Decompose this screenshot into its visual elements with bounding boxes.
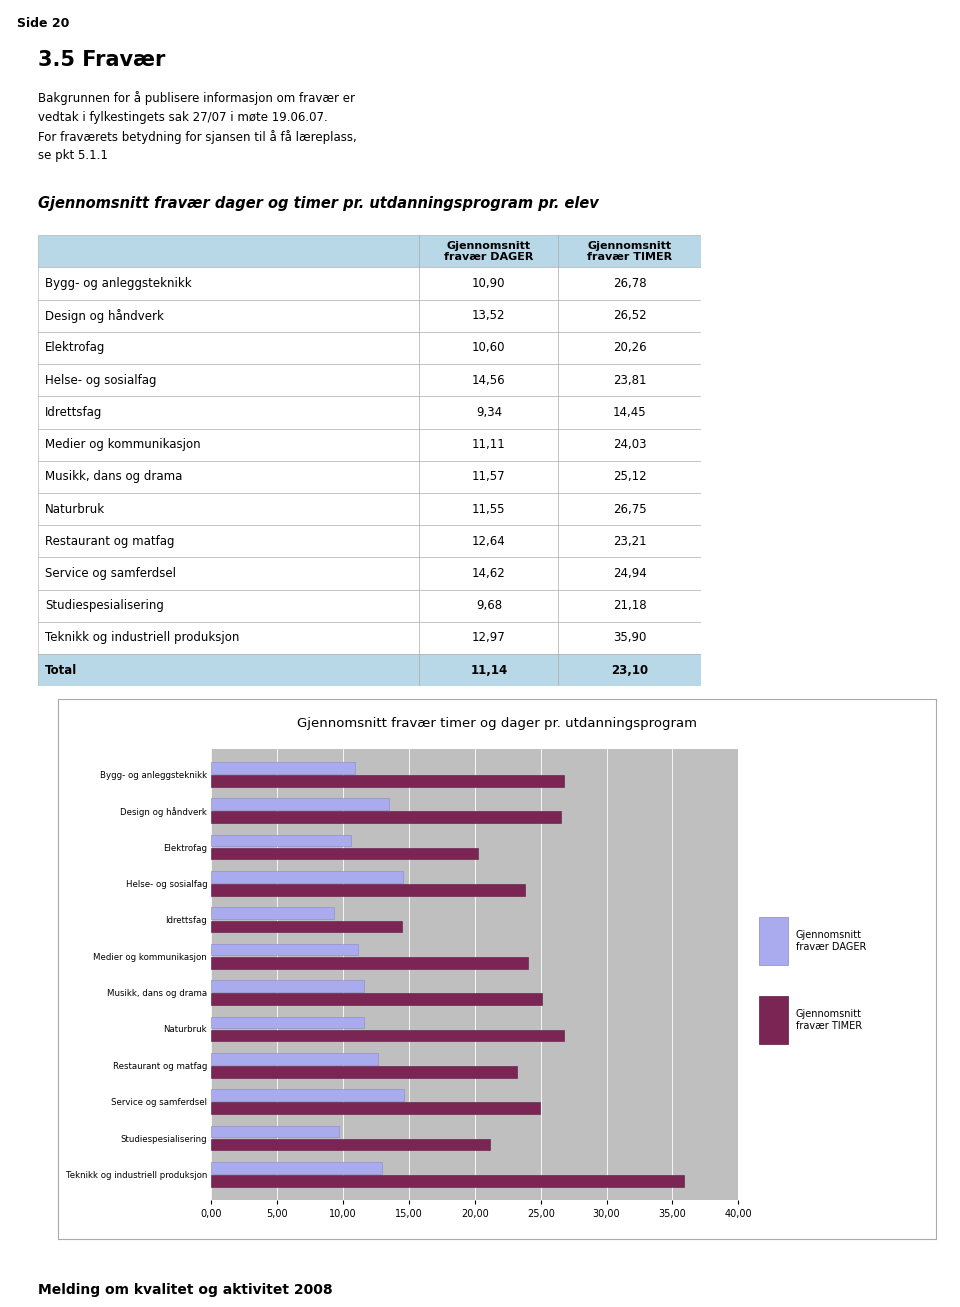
Bar bbox=[211, 848, 478, 860]
Text: Melding om kvalitet og aktivitet 2008: Melding om kvalitet og aktivitet 2008 bbox=[38, 1283, 333, 1297]
Text: 9,34: 9,34 bbox=[476, 406, 502, 420]
Text: Elektrofag: Elektrofag bbox=[45, 341, 106, 354]
Text: 14,56: 14,56 bbox=[472, 374, 506, 387]
Text: 35,90: 35,90 bbox=[612, 631, 646, 644]
Text: 11,55: 11,55 bbox=[472, 502, 506, 515]
Bar bbox=[211, 1067, 517, 1078]
Bar bbox=[211, 1175, 684, 1187]
Bar bbox=[38, 654, 701, 686]
Bar bbox=[211, 1053, 378, 1064]
Bar bbox=[211, 993, 542, 1005]
Text: Bakgrunnen for å publisere informasjon om fravær er
vedtak i fylkestingets sak 2: Bakgrunnen for å publisere informasjon o… bbox=[38, 91, 357, 162]
Bar bbox=[211, 1125, 339, 1137]
Bar bbox=[211, 812, 561, 823]
Bar bbox=[38, 235, 701, 268]
Bar bbox=[759, 996, 788, 1044]
Text: Side 20: Side 20 bbox=[17, 17, 70, 30]
Text: 11,57: 11,57 bbox=[472, 471, 506, 484]
Text: 12,97: 12,97 bbox=[472, 631, 506, 644]
Text: 11,11: 11,11 bbox=[472, 438, 506, 451]
Bar bbox=[211, 920, 401, 932]
Bar bbox=[211, 835, 351, 847]
Bar bbox=[38, 396, 701, 429]
Text: 21,18: 21,18 bbox=[612, 599, 646, 612]
Text: Bygg- og anleggsteknikk: Bygg- og anleggsteknikk bbox=[45, 277, 192, 290]
Bar bbox=[211, 799, 390, 810]
Text: Service og samferdsel: Service og samferdsel bbox=[45, 567, 176, 580]
Text: 26,75: 26,75 bbox=[612, 502, 646, 515]
Text: Teknikk og industriell produksjon: Teknikk og industriell produksjon bbox=[45, 631, 239, 644]
Text: 10,60: 10,60 bbox=[472, 341, 506, 354]
Text: 23,10: 23,10 bbox=[611, 664, 648, 677]
Bar bbox=[211, 870, 403, 882]
Bar bbox=[38, 622, 701, 654]
Bar bbox=[38, 461, 701, 493]
Bar bbox=[38, 365, 701, 396]
Text: 14,62: 14,62 bbox=[472, 567, 506, 580]
Text: Naturbruk: Naturbruk bbox=[45, 502, 106, 515]
Text: 23,81: 23,81 bbox=[612, 374, 646, 387]
Text: 13,52: 13,52 bbox=[472, 310, 506, 323]
Text: 25,12: 25,12 bbox=[612, 471, 646, 484]
Text: Helse- og sosialfag: Helse- og sosialfag bbox=[45, 374, 156, 387]
Bar bbox=[211, 1162, 382, 1174]
Text: 3.5 Fravær: 3.5 Fravær bbox=[38, 50, 166, 69]
Text: Gjennomsnitt
fravær TIMER: Gjennomsnitt fravær TIMER bbox=[796, 1009, 862, 1031]
Bar bbox=[211, 944, 358, 955]
Text: 10,90: 10,90 bbox=[472, 277, 506, 290]
Text: Gjennomsnitt
fravær TIMER: Gjennomsnitt fravær TIMER bbox=[587, 240, 672, 263]
Text: Idrettsfag: Idrettsfag bbox=[45, 406, 103, 420]
Bar bbox=[38, 299, 701, 332]
Text: 24,94: 24,94 bbox=[612, 567, 646, 580]
Bar bbox=[38, 332, 701, 365]
Bar bbox=[211, 980, 364, 992]
Bar bbox=[211, 957, 528, 968]
Bar bbox=[38, 589, 701, 622]
Text: 14,45: 14,45 bbox=[612, 406, 646, 420]
Text: Gjennomsnitt fravær timer og dager pr. utdanningsprogram: Gjennomsnitt fravær timer og dager pr. u… bbox=[297, 718, 697, 729]
Text: Musikk, dans og drama: Musikk, dans og drama bbox=[45, 471, 182, 484]
Bar bbox=[211, 775, 564, 787]
Bar bbox=[211, 1089, 404, 1100]
Text: Gjennomsnitt
fravær DAGER: Gjennomsnitt fravær DAGER bbox=[796, 931, 866, 951]
Bar bbox=[211, 907, 334, 919]
Text: Studiespesialisering: Studiespesialisering bbox=[45, 599, 164, 612]
Bar bbox=[38, 429, 701, 461]
Bar bbox=[38, 268, 701, 299]
Bar bbox=[211, 884, 525, 895]
Text: 26,52: 26,52 bbox=[612, 310, 646, 323]
Text: 11,14: 11,14 bbox=[470, 664, 508, 677]
Text: Gjennomsnitt fravær dager og timer pr. utdanningsprogram pr. elev: Gjennomsnitt fravær dager og timer pr. u… bbox=[38, 196, 599, 212]
Bar bbox=[211, 1030, 564, 1042]
Text: 24,03: 24,03 bbox=[612, 438, 646, 451]
Text: Total: Total bbox=[45, 664, 77, 677]
Text: Restaurant og matfag: Restaurant og matfag bbox=[45, 535, 175, 548]
Bar bbox=[211, 1138, 491, 1150]
Text: Design og håndverk: Design og håndverk bbox=[45, 308, 164, 323]
Bar bbox=[211, 1017, 364, 1029]
Bar bbox=[211, 1102, 540, 1114]
Text: Medier og kommunikasjon: Medier og kommunikasjon bbox=[45, 438, 201, 451]
Text: 23,21: 23,21 bbox=[612, 535, 646, 548]
Bar bbox=[759, 918, 788, 965]
Text: Gjennomsnitt
fravær DAGER: Gjennomsnitt fravær DAGER bbox=[444, 240, 534, 263]
Bar bbox=[211, 762, 355, 774]
Text: 9,68: 9,68 bbox=[476, 599, 502, 612]
Bar bbox=[38, 557, 701, 589]
Text: 26,78: 26,78 bbox=[612, 277, 646, 290]
Text: 20,26: 20,26 bbox=[612, 341, 646, 354]
Bar bbox=[38, 525, 701, 557]
Text: 12,64: 12,64 bbox=[472, 535, 506, 548]
Bar bbox=[38, 493, 701, 525]
